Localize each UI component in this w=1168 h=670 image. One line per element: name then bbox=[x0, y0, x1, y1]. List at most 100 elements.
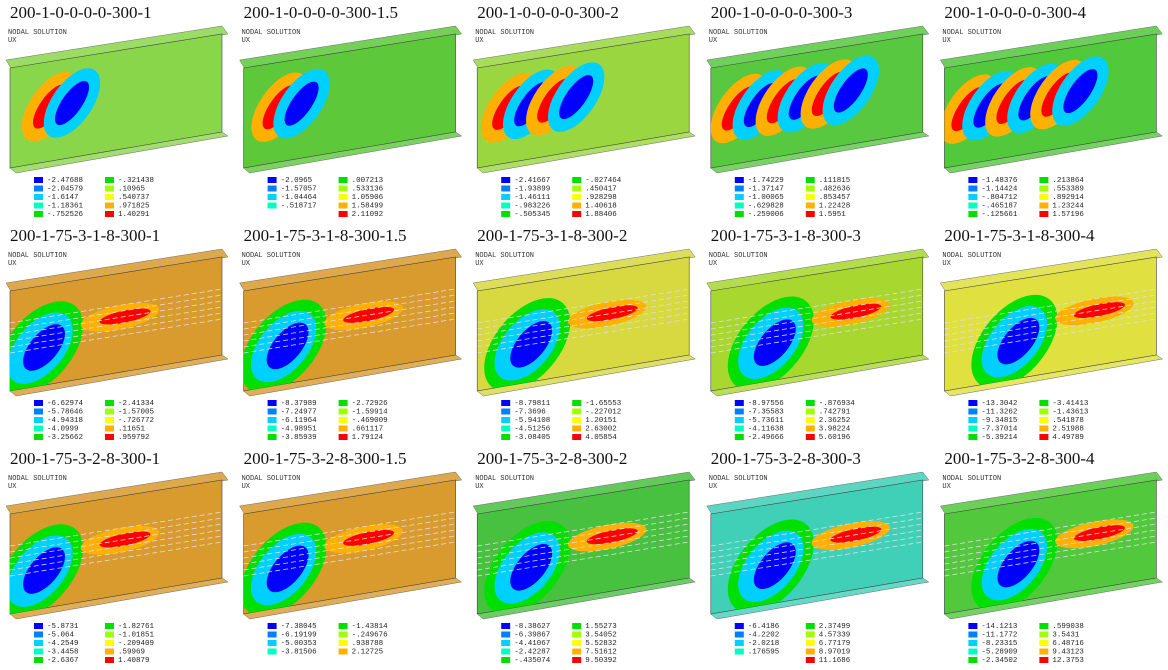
legend-swatch bbox=[1039, 203, 1048, 209]
legend-value: 9.43123 bbox=[1052, 648, 1084, 656]
solution-label: NODAL SOLUTION bbox=[242, 475, 301, 483]
legend-value: -8.97556 bbox=[748, 400, 785, 408]
panel-title: 200-1-75-3-2-8-300-1 bbox=[10, 449, 160, 468]
legend-value: -3.85939 bbox=[281, 434, 317, 442]
legend-swatch bbox=[268, 177, 277, 183]
legend-swatch bbox=[968, 426, 977, 432]
panel-title: 200-1-75-3-2-8-300-1.5 bbox=[244, 449, 407, 468]
legend-swatch bbox=[806, 640, 815, 646]
legend-swatch bbox=[339, 194, 348, 200]
solution-label: NODAL SOLUTION bbox=[709, 252, 768, 260]
legend-value: -5.00353 bbox=[281, 640, 318, 648]
legend-swatch bbox=[105, 177, 114, 183]
quantity-label: UX bbox=[475, 37, 484, 45]
legend-value: 3.98224 bbox=[819, 425, 851, 433]
legend-swatch bbox=[268, 649, 277, 655]
legend-value: 1.40291 bbox=[118, 211, 150, 219]
legend-swatch bbox=[968, 649, 977, 655]
legend-value: -11.1772 bbox=[981, 631, 1017, 639]
panel-title: 200-1-75-3-2-8-300-4 bbox=[944, 449, 1095, 468]
legend-swatch bbox=[968, 211, 977, 217]
panel-title: 200-1-75-3-2-8-300-3 bbox=[711, 449, 861, 468]
legend-swatch bbox=[501, 632, 510, 638]
legend-swatch bbox=[1039, 409, 1048, 415]
legend-swatch bbox=[806, 194, 815, 200]
legend-value: -8.37989 bbox=[281, 400, 317, 408]
legend-swatch bbox=[806, 186, 815, 192]
legend-value: .111815 bbox=[819, 177, 851, 185]
legend-swatch bbox=[806, 649, 815, 655]
legend-swatch bbox=[968, 409, 977, 415]
legend-value: -3.4458 bbox=[47, 648, 79, 656]
legend-value: -5.064 bbox=[47, 631, 75, 639]
legend-swatch bbox=[1039, 417, 1048, 423]
legend-swatch bbox=[34, 657, 43, 663]
quantity-label: UX bbox=[8, 37, 17, 45]
legend-swatch bbox=[105, 186, 114, 192]
legend-value: -8.79811 bbox=[514, 400, 551, 408]
legend-value: -.983226 bbox=[514, 202, 551, 210]
legend-swatch bbox=[572, 186, 581, 192]
legend-value: -4.98951 bbox=[281, 425, 318, 433]
legend-value: .59969 bbox=[118, 648, 145, 656]
legend-value: .853457 bbox=[819, 194, 851, 202]
legend-swatch bbox=[339, 434, 348, 440]
legend-value: -6.39867 bbox=[514, 631, 550, 639]
legend-value: -.518717 bbox=[281, 202, 317, 210]
legend-swatch bbox=[806, 400, 815, 406]
legend-value: -1.57005 bbox=[118, 408, 155, 416]
legend-value: 2.51988 bbox=[1052, 425, 1084, 433]
legend-value: -2.0965 bbox=[281, 177, 313, 185]
legend-swatch bbox=[34, 177, 43, 183]
legend-swatch bbox=[268, 203, 277, 209]
legend-value: -11.3262 bbox=[981, 408, 1017, 416]
legend-value: .482636 bbox=[819, 185, 851, 193]
legend-swatch bbox=[268, 400, 277, 406]
solution-label: NODAL SOLUTION bbox=[475, 252, 534, 260]
legend-swatch bbox=[968, 194, 977, 200]
panel-title: 200-1-75-3-1-8-300-3 bbox=[711, 226, 861, 245]
legend-swatch bbox=[572, 632, 581, 638]
quantity-label: UX bbox=[709, 483, 718, 491]
legend-swatch bbox=[268, 186, 277, 192]
legend-swatch bbox=[735, 186, 744, 192]
legend-swatch bbox=[572, 640, 581, 646]
legend-swatch bbox=[105, 417, 114, 423]
legend-value: -4.2202 bbox=[748, 631, 780, 639]
solution-label: NODAL SOLUTION bbox=[475, 475, 534, 483]
legend-value: .11651 bbox=[118, 425, 146, 433]
legend-value: 2.11092 bbox=[352, 211, 384, 219]
legend-value: -.209409 bbox=[118, 640, 154, 648]
legend-value: -2.6367 bbox=[47, 657, 79, 665]
solution-label: NODAL SOLUTION bbox=[8, 475, 67, 483]
legend-value: .959792 bbox=[118, 434, 150, 442]
legend-swatch bbox=[105, 649, 114, 655]
legend-value: -2.04579 bbox=[47, 185, 83, 193]
legend-value: -1.43814 bbox=[352, 623, 389, 631]
legend-swatch bbox=[1039, 211, 1048, 217]
legend-swatch bbox=[806, 409, 815, 415]
legend-value: 1.79124 bbox=[352, 434, 384, 442]
legend-swatch bbox=[34, 417, 43, 423]
legend-value: .541878 bbox=[1052, 417, 1084, 425]
legend-value: -7.35583 bbox=[748, 408, 785, 416]
legend-value: -2.47688 bbox=[47, 177, 83, 185]
legend-value: -7.24977 bbox=[281, 408, 317, 416]
legend-swatch bbox=[105, 400, 114, 406]
legend-value: -1.57057 bbox=[281, 185, 317, 193]
legend-value: -5.78646 bbox=[47, 408, 84, 416]
legend-value: -.505345 bbox=[514, 211, 551, 219]
legend-value: 5.52832 bbox=[585, 640, 617, 648]
legend-value: -3.81506 bbox=[281, 648, 318, 656]
legend-value: -1.14424 bbox=[981, 185, 1018, 193]
legend-swatch bbox=[572, 417, 581, 423]
legend-swatch bbox=[34, 632, 43, 638]
legend-swatch bbox=[105, 194, 114, 200]
legend-value: -1.59914 bbox=[352, 408, 389, 416]
legend-value: 7.51612 bbox=[585, 648, 617, 656]
legend-value: 9.50392 bbox=[585, 657, 617, 665]
panel-title: 200-1-0-0-0-0-300-1.5 bbox=[244, 3, 398, 22]
legend-value: 1.23244 bbox=[1052, 202, 1084, 210]
quantity-label: UX bbox=[942, 260, 951, 268]
legend-value: -1.48376 bbox=[981, 177, 1018, 185]
